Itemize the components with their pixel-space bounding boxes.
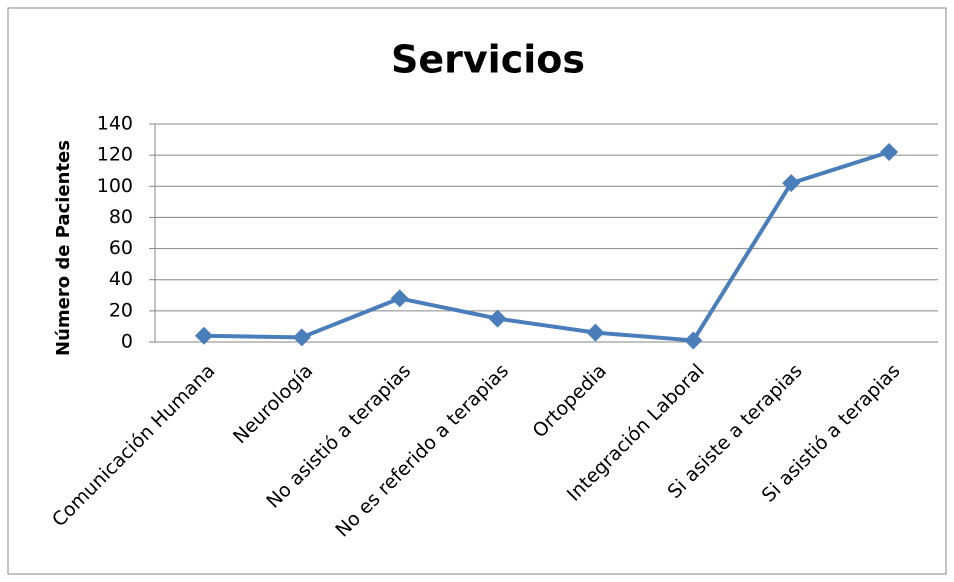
point-marker bbox=[782, 174, 801, 193]
y-tick-label: 120 bbox=[97, 144, 133, 166]
y-tick-label: 100 bbox=[97, 175, 133, 197]
point-marker bbox=[194, 326, 213, 345]
y-tick-label: 60 bbox=[109, 237, 133, 259]
point-marker bbox=[390, 289, 409, 308]
y-tick-label: 0 bbox=[121, 331, 133, 353]
point-marker bbox=[292, 328, 311, 347]
y-tick-label: 40 bbox=[109, 268, 133, 290]
chart-border bbox=[7, 7, 947, 575]
point-marker bbox=[488, 309, 507, 328]
y-tick-label: 20 bbox=[109, 299, 133, 321]
series-line bbox=[203, 150, 890, 343]
chart-title: Servicios bbox=[391, 38, 585, 82]
y-tick-label: 80 bbox=[109, 206, 133, 228]
point-marker bbox=[586, 323, 605, 342]
point-marker bbox=[880, 143, 899, 162]
y-tick-label: 140 bbox=[97, 113, 133, 135]
point-marker bbox=[684, 331, 703, 350]
y-axis-label: Número de Pacientes bbox=[53, 140, 74, 356]
